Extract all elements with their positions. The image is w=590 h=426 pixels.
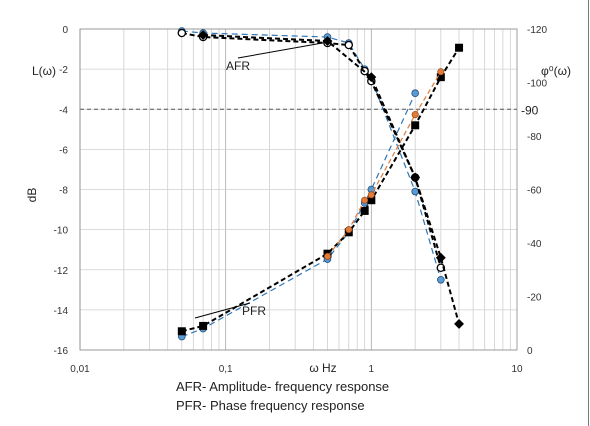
x-tick-label: 10 (511, 364, 523, 375)
data-point (411, 111, 419, 119)
right-tick-label: -20 (527, 293, 542, 304)
data-point (455, 43, 464, 52)
right-tick-label: -60 (527, 186, 542, 197)
left-tick-label: 0 (62, 25, 68, 36)
series-line (181, 30, 442, 280)
caption-line-1: AFR- Amplitude- frequency response (176, 379, 390, 394)
x-tick-label: 0,1 (219, 364, 233, 375)
left-tick-label: -12 (54, 266, 69, 277)
right-tick-label: -80 (527, 132, 542, 143)
axes (79, 28, 518, 351)
data-point (360, 206, 369, 215)
series-line (203, 34, 460, 325)
data-point (177, 327, 186, 336)
data-point (411, 89, 419, 97)
data-point (345, 226, 353, 234)
series-line (181, 92, 416, 338)
data-point (454, 318, 464, 329)
right-tick-label: -120 (527, 25, 547, 36)
data-point (410, 172, 421, 183)
grid (79, 28, 517, 351)
left-tick-label: -2 (59, 65, 68, 76)
series (177, 27, 464, 341)
data-point (361, 196, 369, 204)
right-tick-label-90: -90 (521, 103, 539, 117)
left-tick-label: -14 (54, 306, 69, 317)
right-tick-label: 0 (527, 346, 533, 357)
annotation-afr: AFR (226, 59, 250, 73)
data-point (437, 275, 445, 284)
left-tick-label: -16 (54, 346, 69, 357)
annotation-pfr: PFR (242, 304, 266, 318)
data-point (344, 40, 354, 50)
series-2 (198, 30, 464, 329)
left-tick-label: -4 (59, 105, 68, 116)
right-tick-label: -100 (527, 79, 547, 90)
labels: 0 -2 -4 -6 -8 -10 -12 -14 -16 -120 -100 -80 -60 -40 -2… (25, 25, 571, 375)
right-tick-label: -40 (527, 239, 542, 250)
series-1 (177, 28, 446, 272)
left-axis-label: dB (25, 188, 39, 203)
left-axis-top-label: L(ω) (32, 64, 56, 78)
series-5 (323, 68, 445, 260)
plot-border (79, 28, 518, 351)
x-axis-label: ω Hz (309, 361, 336, 375)
left-tick-label: -8 (59, 186, 68, 197)
data-point (411, 121, 420, 130)
data-point (435, 252, 446, 263)
frame-border (588, 0, 589, 426)
x-tick-label: 0,01 (70, 364, 90, 375)
pfr-pointer (194, 302, 251, 319)
data-point (367, 191, 375, 199)
x-tick-label: 1 (369, 364, 375, 375)
data-point (199, 321, 208, 330)
data-point (323, 252, 331, 260)
series-line (181, 32, 442, 269)
data-point (198, 30, 209, 40)
data-point (367, 196, 376, 205)
caption-line-2: PFR- Phase frequency response (176, 398, 365, 413)
right-axis-label: φ⁰(ω) (541, 64, 571, 78)
data-point (437, 68, 445, 76)
left-tick-label: -10 (54, 226, 69, 237)
data-point (177, 28, 187, 38)
afr-pointer (237, 41, 329, 59)
series-3 (178, 89, 419, 341)
data-point (436, 73, 445, 82)
series-line (327, 71, 442, 257)
data-point (411, 187, 419, 196)
left-tick-label: -6 (59, 145, 68, 156)
